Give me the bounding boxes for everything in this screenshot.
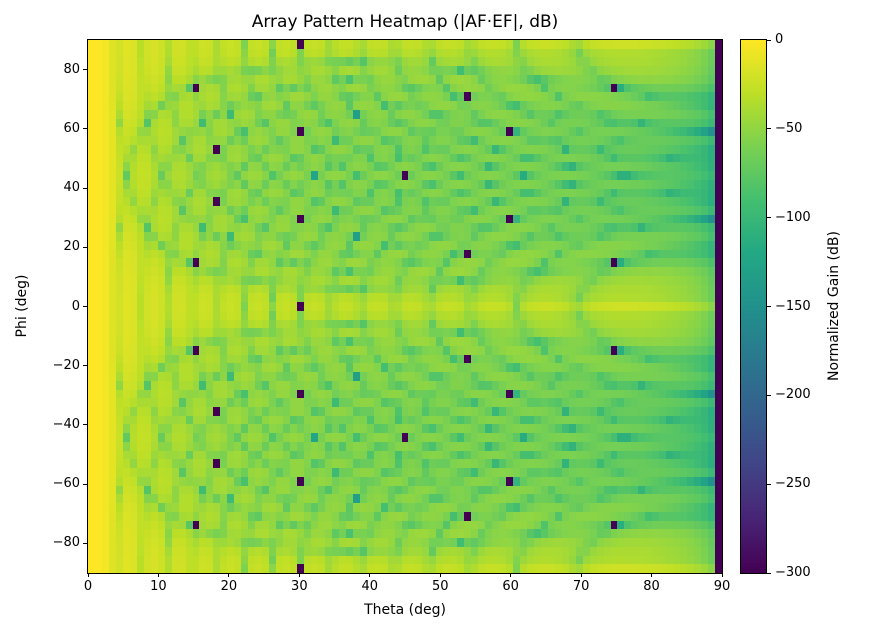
x-axis-label: Theta (deg) xyxy=(364,602,446,618)
colorbar-tick-mark xyxy=(767,572,771,574)
colorbar-tick-label: 0 xyxy=(775,32,784,47)
colorbar-tick-mark xyxy=(767,394,771,396)
y-tick-label: 0 xyxy=(71,298,80,314)
colorbar-tick-mark xyxy=(767,217,771,219)
plot-area xyxy=(87,39,723,574)
y-tick-label: −20 xyxy=(52,357,80,373)
x-tick-label: 0 xyxy=(83,579,93,594)
x-tick-label: 50 xyxy=(431,579,449,594)
x-tick-label: 70 xyxy=(572,579,590,594)
colorbar-label: Normalized Gain (dB) xyxy=(826,231,842,381)
x-tick-label: 90 xyxy=(713,579,731,594)
x-tick-label: 80 xyxy=(643,579,660,594)
y-tick-label: −40 xyxy=(52,416,80,432)
chart-title: Array Pattern Heatmap (|AF·EF|, dB) xyxy=(251,12,559,32)
x-tick-label: 40 xyxy=(361,579,379,594)
colorbar-tick-mark xyxy=(767,306,771,307)
colorbar-tick-mark xyxy=(767,483,771,485)
x-tick-label: 60 xyxy=(502,579,519,594)
colorbar-tick-label: −100 xyxy=(775,209,811,225)
y-tick-label: 20 xyxy=(63,239,80,255)
colorbar-tick-label: −200 xyxy=(775,387,811,403)
y-tick-label: −80 xyxy=(52,535,80,551)
colorbar xyxy=(740,39,767,574)
y-tick-label: −60 xyxy=(52,476,80,492)
y-tick-label: 60 xyxy=(63,120,80,136)
x-tick-label: 30 xyxy=(291,579,308,594)
y-tick-label: 80 xyxy=(63,61,80,77)
y-axis-label: Phi (deg) xyxy=(14,274,30,338)
colorbar-tick-mark xyxy=(767,128,771,130)
colorbar-tick-label: −300 xyxy=(775,565,811,580)
x-tick-label: 20 xyxy=(220,579,238,594)
x-tick-label: 10 xyxy=(150,579,167,594)
colorbar-tick-label: −250 xyxy=(775,476,811,492)
colorbar-canvas xyxy=(741,40,766,573)
y-tick-label: 40 xyxy=(63,180,80,196)
colorbar-tick-label: −150 xyxy=(775,298,811,314)
colorbar-tick-label: −50 xyxy=(775,120,803,136)
heatmap-canvas xyxy=(88,40,722,573)
colorbar-tick-mark xyxy=(767,39,771,41)
